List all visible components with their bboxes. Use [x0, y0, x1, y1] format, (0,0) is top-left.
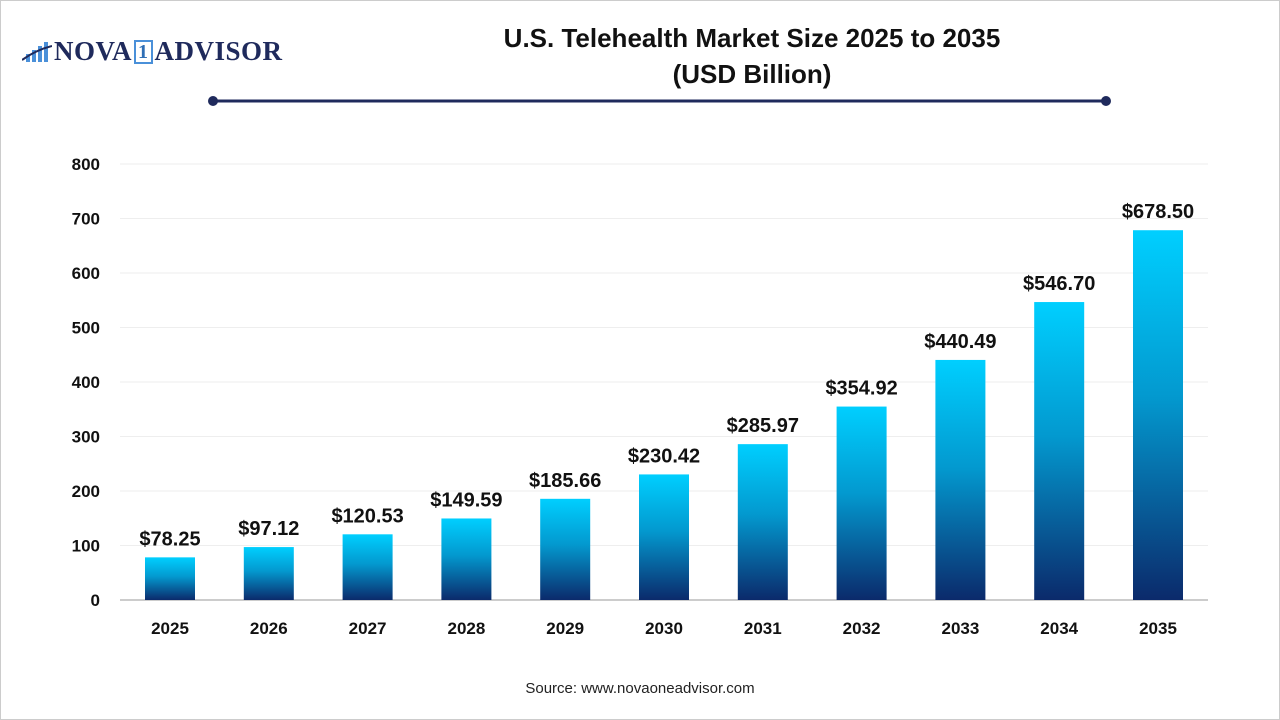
bar-chart-logo-icon — [22, 41, 52, 62]
source-note: Source: www.novaoneadvisor.com — [525, 680, 755, 697]
chart-title-line1: U.S. Telehealth Market Size 2025 to 2035 — [503, 23, 1001, 53]
data-label: $440.49 — [924, 331, 996, 353]
x-tick-label: 2032 — [843, 619, 881, 638]
logo-text-advisor: ADVISOR — [154, 36, 283, 66]
y-tick-label: 200 — [72, 482, 100, 501]
y-tick-label: 600 — [72, 264, 100, 283]
bar-2035 — [1133, 230, 1183, 600]
chart-title-line2: (USD Billion) — [672, 59, 832, 89]
data-label: $230.42 — [628, 445, 700, 467]
y-tick-label: 400 — [72, 373, 100, 392]
logo-text-nova: NOVA — [54, 36, 133, 66]
data-label: $149.59 — [430, 489, 502, 511]
data-label: $185.66 — [529, 470, 601, 492]
y-tick-label: 100 — [72, 537, 100, 556]
x-tick-label: 2034 — [1040, 619, 1078, 638]
bar-2031 — [737, 444, 788, 600]
data-label: $285.97 — [727, 415, 799, 437]
bar-2026 — [243, 547, 294, 600]
logo-text-one: 1 — [134, 39, 153, 64]
bar-2027 — [342, 534, 393, 600]
x-tick-label: 2035 — [1139, 619, 1177, 638]
data-label: $354.92 — [825, 378, 897, 400]
bar-2034 — [1034, 302, 1085, 600]
nova-advisor-logo: NOVA 1 ADVISOR — [22, 36, 283, 67]
x-tick-label: 2030 — [645, 619, 683, 638]
bar-2025 — [145, 557, 195, 600]
y-tick-label: 800 — [72, 155, 100, 174]
bar-2028 — [441, 518, 492, 600]
bar-2029 — [540, 498, 591, 600]
y-tick-label: 700 — [72, 210, 100, 229]
bar-2032 — [836, 406, 887, 600]
x-tick-label: 2029 — [546, 619, 584, 638]
data-label: $97.12 — [238, 518, 299, 540]
x-tick-label: 2027 — [349, 619, 387, 638]
x-tick-label: 2026 — [250, 619, 288, 638]
x-tick-label: 2033 — [941, 619, 979, 638]
data-label: $546.70 — [1023, 273, 1095, 295]
bar-2033 — [935, 359, 986, 600]
y-tick-label: 0 — [91, 591, 100, 610]
data-label: $120.53 — [331, 505, 403, 527]
title-rule-dot-left — [208, 96, 218, 106]
y-tick-label: 300 — [72, 428, 100, 447]
bar-2030 — [639, 474, 689, 600]
chart-title: U.S. Telehealth Market Size 2025 to 2035… — [0, 20, 1280, 92]
data-label: $78.25 — [139, 528, 200, 550]
x-tick-label: 2031 — [744, 619, 782, 638]
title-rule-dot-right — [1101, 96, 1111, 106]
data-label: $678.50 — [1122, 201, 1194, 223]
x-tick-label: 2028 — [447, 619, 485, 638]
x-tick-label: 2025 — [151, 619, 189, 638]
y-tick-label: 500 — [72, 319, 100, 338]
